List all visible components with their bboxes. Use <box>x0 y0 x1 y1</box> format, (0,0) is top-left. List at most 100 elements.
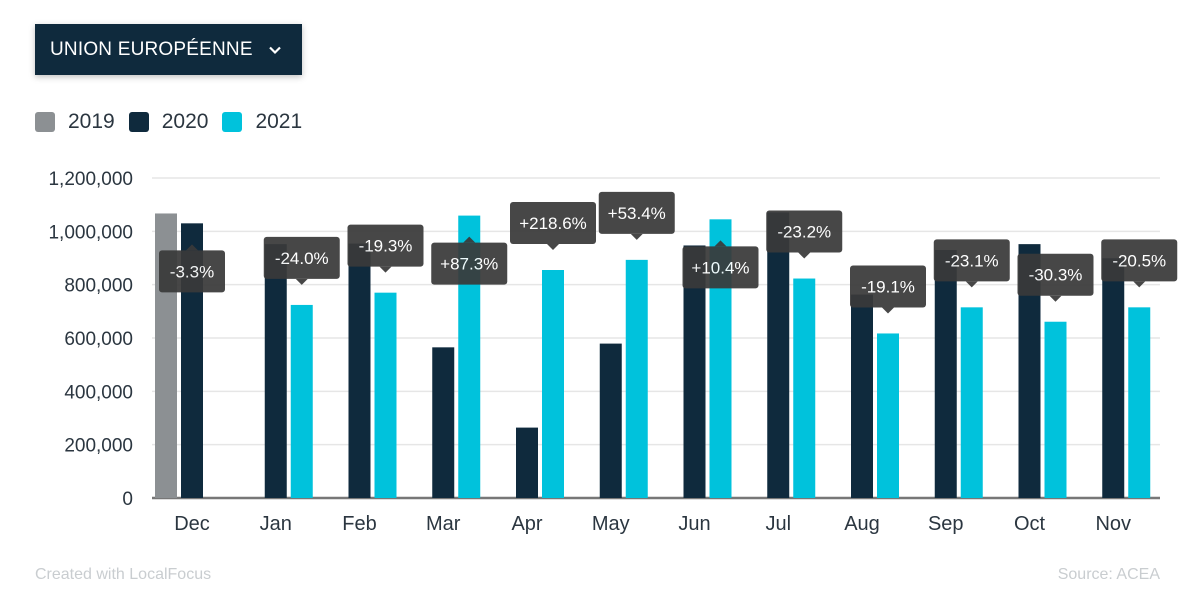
change-annotation: -19.3% <box>347 224 424 273</box>
bar-2021-feb[interactable] <box>374 292 397 498</box>
chevron-down-icon <box>268 46 281 54</box>
annotation-pointer <box>714 240 727 247</box>
annotation-box <box>1101 239 1178 282</box>
bar-2021-apr[interactable] <box>542 270 564 498</box>
bar-2021-nov[interactable] <box>1128 307 1151 498</box>
annotation-box <box>598 191 675 234</box>
annotation-pointer <box>1133 281 1146 288</box>
source-text: Source: ACEA <box>1057 566 1160 583</box>
annotation-label: +53.4% <box>608 204 666 223</box>
bar-2021-jul[interactable] <box>793 278 816 498</box>
x-tick-label: Aug <box>844 513 880 535</box>
annotation-box <box>347 224 424 267</box>
change-annotation: -23.2% <box>766 210 843 259</box>
annotation-pointer <box>547 244 559 250</box>
annotation-label: -20.5% <box>1112 251 1166 270</box>
annotation-box <box>850 265 926 308</box>
bar-2021-jun[interactable] <box>709 219 732 499</box>
x-tick-label: Jan <box>260 513 292 535</box>
annotation-box <box>1017 253 1094 296</box>
bar-2021-may[interactable] <box>625 259 648 498</box>
x-tick-label: Oct <box>1014 513 1046 535</box>
bar-2021-sep[interactable] <box>960 307 983 498</box>
legend-item-2020[interactable]: 2020 <box>128 110 209 134</box>
bar-2021-aug[interactable] <box>877 333 899 498</box>
region-dropdown[interactable]: UNION EUROPÉENNE <box>35 24 302 75</box>
annotation-box <box>682 246 759 289</box>
legend-swatch-2019 <box>35 112 55 132</box>
annotation-box <box>159 250 225 293</box>
bar-2020-jun[interactable] <box>683 245 706 498</box>
x-tick-label: Jul <box>765 513 791 535</box>
x-tick-label: Apr <box>511 513 542 535</box>
annotation-box <box>263 236 340 279</box>
annotation-box <box>766 210 843 253</box>
y-tick-label: 200,000 <box>64 436 133 457</box>
region-dropdown-label: UNION EUROPÉENNE <box>50 38 253 60</box>
legend-swatch-2021 <box>222 112 243 132</box>
y-tick-label: 800,000 <box>64 276 133 297</box>
legend: 2019 2020 2021 <box>35 110 316 134</box>
y-tick-label: 600,000 <box>64 329 133 350</box>
legend-item-2019[interactable]: 2019 <box>35 110 115 134</box>
annotation-box <box>510 202 596 244</box>
credit-link[interactable]: Created with LocalFocus <box>35 566 212 583</box>
bar-2020-sep[interactable] <box>934 250 957 498</box>
annotation-label: -19.3% <box>359 237 413 256</box>
bar-2020-jul[interactable] <box>767 212 790 498</box>
change-annotation: -3.3% <box>159 244 225 293</box>
annotation-label: -30.3% <box>1029 266 1083 285</box>
change-annotation: +53.4% <box>598 191 675 240</box>
annotation-pointer <box>379 266 392 273</box>
annotation-label: +87.3% <box>440 255 498 274</box>
legend-label-2021: 2021 <box>255 110 303 133</box>
legend-item-2021[interactable]: 2021 <box>222 110 302 134</box>
change-annotation: -19.1% <box>850 265 926 314</box>
annotation-pointer <box>295 278 308 285</box>
y-tick-label: 0 <box>122 489 133 510</box>
bar-2021-jan[interactable] <box>290 304 313 498</box>
x-tick-label: Sep <box>928 513 964 535</box>
bar-2020-mar[interactable] <box>432 347 455 498</box>
change-annotation: -23.1% <box>933 239 1010 288</box>
x-tick-label: Dec <box>174 513 210 535</box>
bar-2020-apr[interactable] <box>516 427 538 498</box>
annotation-pointer <box>965 281 978 288</box>
bar-2020-oct[interactable] <box>1018 244 1041 498</box>
annotation-label: -3.3% <box>170 262 214 281</box>
change-annotation: -20.5% <box>1101 239 1178 288</box>
annotation-label: -19.1% <box>861 277 915 296</box>
bar-2020-aug[interactable] <box>851 294 873 498</box>
x-tick-label: Jun <box>678 513 710 535</box>
annotation-label: -24.0% <box>275 249 329 268</box>
change-annotation: -24.0% <box>263 236 340 285</box>
annotation-label: -23.2% <box>777 223 831 242</box>
annotation-label: +10.4% <box>691 258 749 277</box>
annotation-pointer <box>463 236 476 243</box>
bar-2020-feb[interactable] <box>348 243 371 498</box>
annotation-pointer <box>882 307 894 314</box>
annotation-box <box>933 239 1010 282</box>
y-tick-label: 1,200,000 <box>48 169 133 190</box>
bar-2020-jan[interactable] <box>264 244 287 498</box>
x-tick-label: May <box>592 513 630 535</box>
bar-2020-may[interactable] <box>599 343 622 498</box>
change-annotation: +87.3% <box>431 236 508 285</box>
bar-2021-mar[interactable] <box>458 215 481 498</box>
y-tick-label: 400,000 <box>64 382 133 403</box>
annotation-pointer <box>186 244 198 251</box>
bar-2021-oct[interactable] <box>1044 321 1067 498</box>
change-annotation: +218.6% <box>510 202 596 250</box>
change-annotation: -30.3% <box>1017 253 1094 302</box>
legend-label-2020: 2020 <box>161 110 209 133</box>
x-tick-label: Feb <box>342 513 376 535</box>
annotation-pointer <box>1049 295 1062 302</box>
annotation-pointer <box>630 233 643 240</box>
change-annotation: +10.4% <box>682 240 759 289</box>
annotation-label: +218.6% <box>519 214 587 233</box>
bar-2020-nov[interactable] <box>1102 258 1125 498</box>
legend-swatch-2020 <box>128 112 149 132</box>
x-tick-label: Nov <box>1095 513 1131 535</box>
legend-label-2019: 2019 <box>68 110 115 133</box>
